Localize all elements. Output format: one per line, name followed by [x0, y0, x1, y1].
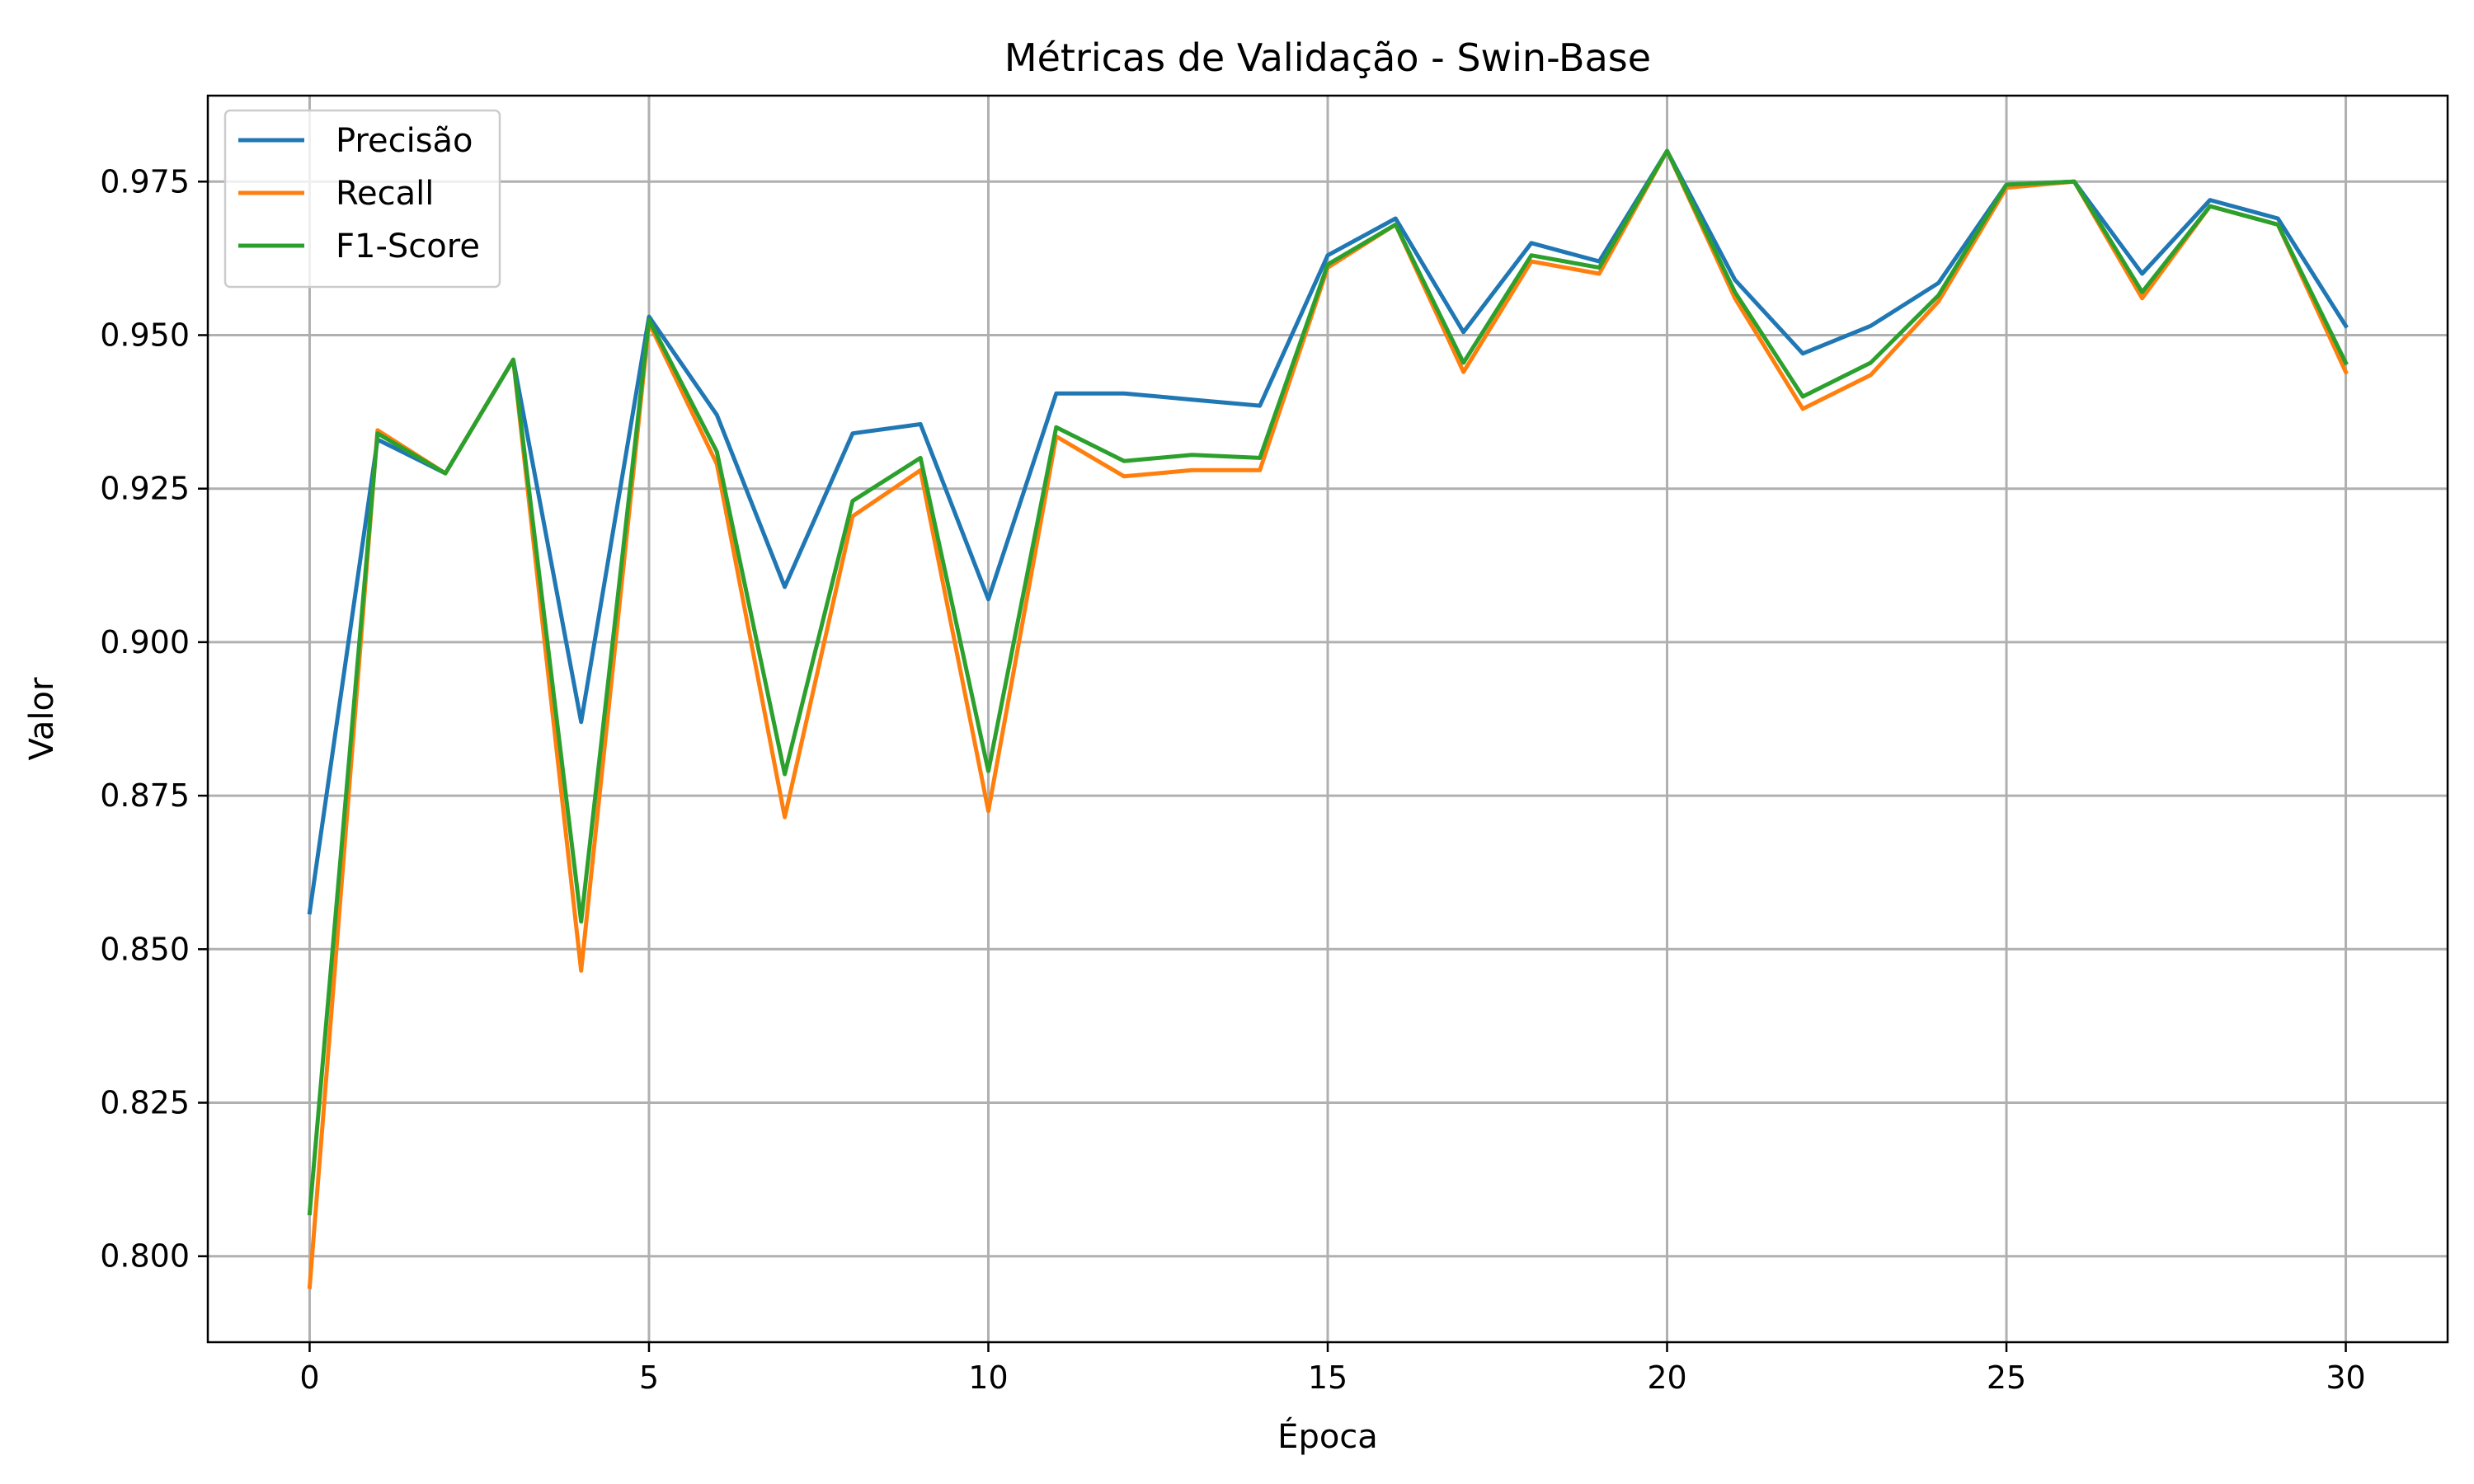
- y-tick-label: 0.850: [100, 931, 190, 967]
- x-tick-label: 10: [968, 1360, 1008, 1396]
- x-tick-label: 25: [1987, 1360, 2026, 1396]
- y-tick-label: 0.900: [100, 624, 190, 660]
- legend-label: F1-Score: [336, 228, 480, 265]
- series-line-3: [307, 148, 2349, 1216]
- legend-items: Precisão Recall F1-Score: [238, 122, 480, 265]
- series-lines: [307, 148, 2349, 1289]
- chart-title: Métricas de Validação - Swin-Base: [1004, 35, 1651, 80]
- y-tick-label: 0.925: [100, 471, 190, 507]
- y-axis-label: Valor: [23, 677, 61, 760]
- grid-lines: [208, 96, 2448, 1342]
- axis-ticks: 0 5 10 15 20 25 30 0.800 0.825 0.850 0.875 0.900 0.9…: [100, 163, 2366, 1396]
- x-tick-label: 0: [299, 1360, 319, 1396]
- y-tick-label: 0.950: [100, 317, 190, 353]
- y-tick-label: 0.975: [100, 163, 190, 200]
- y-tick-label: 0.800: [100, 1238, 190, 1275]
- x-tick-label: 5: [639, 1360, 659, 1396]
- x-tick-label: 15: [1308, 1360, 1348, 1396]
- legend-label: Recall: [336, 175, 434, 213]
- legend-label: Precisão: [336, 122, 473, 160]
- x-tick-label: 20: [1647, 1360, 1686, 1396]
- y-tick-label: 0.875: [100, 777, 190, 814]
- x-tick-label: 30: [2326, 1360, 2365, 1396]
- x-axis-label: Época: [1277, 1416, 1378, 1456]
- legend-box: [223, 109, 501, 289]
- y-tick-label: 0.825: [100, 1085, 190, 1121]
- legend: Precisão Recall F1-Score: [223, 109, 501, 289]
